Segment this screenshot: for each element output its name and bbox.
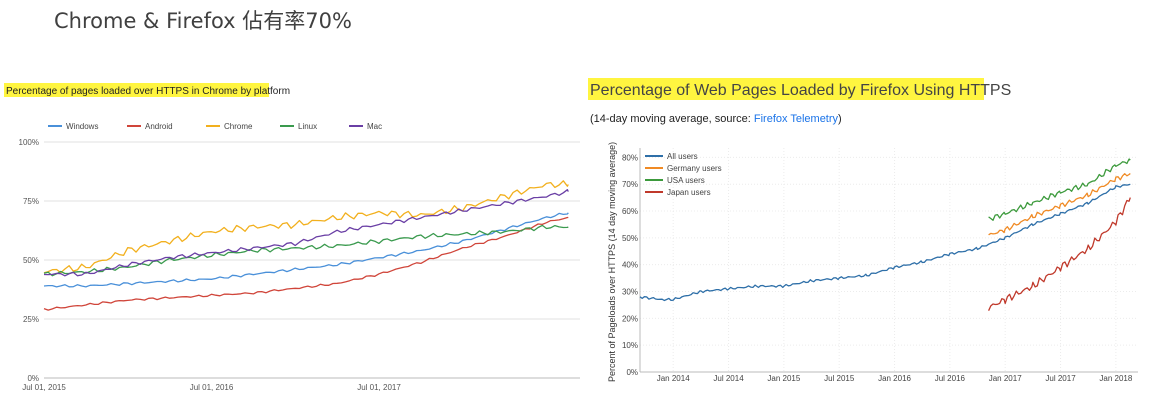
firefox-series-germany-users bbox=[988, 173, 1131, 236]
chrome-legend: Windows Android Chrome Linux Mac bbox=[48, 122, 382, 131]
firefox-x-tick-label: Jul 2015 bbox=[824, 374, 855, 383]
firefox-https-chart: Percentage of Web Pages Loaded by Firefo… bbox=[588, 78, 1138, 383]
subtitle-prefix: (14-day moving average, source: bbox=[590, 113, 754, 125]
chrome-series-lines bbox=[43, 180, 569, 311]
chrome-y-tick-label: 0% bbox=[27, 374, 39, 383]
chrome-x-tick-label: Jul 01, 2015 bbox=[22, 383, 66, 392]
firefox-x-tick-label: Jul 2017 bbox=[1045, 374, 1076, 383]
chrome-grid bbox=[44, 141, 580, 379]
firefox-series-lines bbox=[639, 158, 1131, 311]
firefox-y-ticks: 0% 10% 20% 30% 40% 50% 60% 70% 80% bbox=[622, 153, 638, 377]
chrome-series-chrome bbox=[43, 180, 569, 274]
firefox-series-japan-users bbox=[988, 197, 1131, 311]
firefox-y-tick-label: 50% bbox=[622, 234, 638, 243]
firefox-x-tick-label: Jan 2014 bbox=[657, 374, 690, 383]
firefox-y-tick-label: 40% bbox=[622, 261, 638, 270]
chrome-series-android bbox=[43, 216, 569, 311]
firefox-legend: All users Germany users USA users Japan use… bbox=[645, 152, 722, 197]
firefox-x-tick-label: Jan 2018 bbox=[1099, 374, 1132, 383]
chrome-x-tick-label: Jul 01, 2016 bbox=[190, 383, 234, 392]
chrome-series-windows bbox=[43, 212, 569, 288]
firefox-y-tick-label: 80% bbox=[622, 153, 638, 162]
chrome-y-tick-label: 25% bbox=[23, 315, 39, 324]
firefox-y-tick-label: 60% bbox=[622, 207, 638, 216]
chrome-https-chart: Percentage of pages loaded over HTTPS in… bbox=[4, 83, 580, 392]
firefox-legend-japan-users: Japan users bbox=[667, 188, 711, 197]
firefox-y-axis-label: Percent of Pageloads over HTTPS (14 day … bbox=[607, 142, 617, 382]
chrome-legend-android: Android bbox=[145, 122, 173, 131]
firefox-legend-germany-users: Germany users bbox=[667, 164, 722, 173]
chrome-x-tick-label: Jul 01, 2017 bbox=[357, 383, 401, 392]
chrome-legend-mac: Mac bbox=[367, 122, 382, 131]
chrome-legend-linux: Linux bbox=[298, 122, 317, 131]
firefox-grid bbox=[639, 148, 1138, 373]
chrome-legend-windows: Windows bbox=[66, 122, 98, 131]
firefox-chart-subtitle: (14-day moving average, source: Firefox … bbox=[590, 113, 842, 125]
subtitle-suffix: ) bbox=[838, 113, 842, 125]
firefox-legend-usa-users: USA users bbox=[667, 176, 705, 185]
chrome-chart-title: Percentage of pages loaded over HTTPS in… bbox=[6, 86, 290, 97]
firefox-chart-title: Percentage of Web Pages Loaded by Firefo… bbox=[590, 82, 1011, 99]
slide-title: Chrome & Firefox 佔有率70% bbox=[54, 9, 352, 33]
firefox-y-tick-label: 0% bbox=[626, 368, 638, 377]
chrome-y-tick-label: 75% bbox=[23, 197, 39, 206]
chrome-title-highlight bbox=[4, 83, 269, 97]
chrome-y-tick-label: 100% bbox=[19, 138, 39, 147]
firefox-series-usa-users bbox=[988, 158, 1131, 221]
firefox-y-tick-label: 20% bbox=[622, 314, 638, 323]
chrome-y-ticks: 0% 25% 50% 75% 100% bbox=[19, 138, 39, 383]
firefox-y-tick-label: 10% bbox=[622, 341, 638, 350]
chrome-x-ticks: Jul 01, 2015 Jul 01, 2016 Jul 01, 2017 bbox=[22, 383, 401, 392]
firefox-telemetry-link[interactable]: Firefox Telemetry bbox=[754, 113, 839, 125]
firefox-x-tick-label: Jan 2017 bbox=[989, 374, 1022, 383]
firefox-x-tick-label: Jul 2016 bbox=[935, 374, 966, 383]
firefox-legend-all-users: All users bbox=[667, 152, 698, 161]
firefox-x-tick-label: Jul 2014 bbox=[713, 374, 744, 383]
chrome-series-mac bbox=[43, 189, 569, 277]
firefox-x-tick-label: Jan 2015 bbox=[767, 374, 800, 383]
firefox-title-highlight bbox=[588, 78, 984, 100]
firefox-y-tick-label: 30% bbox=[622, 288, 638, 297]
chrome-series-linux bbox=[43, 224, 569, 277]
firefox-y-tick-label: 70% bbox=[622, 180, 638, 189]
firefox-series-all-users bbox=[639, 183, 1131, 302]
chrome-legend-chrome: Chrome bbox=[224, 122, 253, 131]
firefox-x-ticks: Jan 2014 Jul 2014 Jan 2015 Jul 2015 Jan 2016… bbox=[657, 374, 1133, 383]
firefox-x-tick-label: Jan 2016 bbox=[878, 374, 911, 383]
chrome-y-tick-label: 50% bbox=[23, 256, 39, 265]
